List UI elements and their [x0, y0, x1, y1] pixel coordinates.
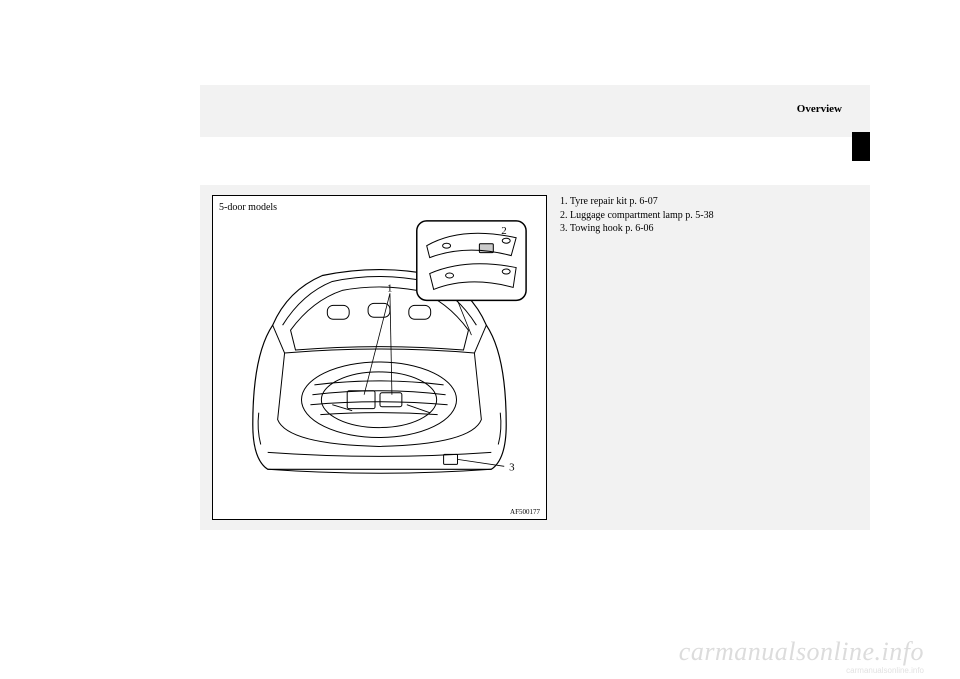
- diagram-id: AF500177: [510, 508, 540, 516]
- callout-3: 3: [509, 461, 515, 473]
- legend-item-2: 2. Luggage compartment lamp p. 5-38: [560, 209, 714, 223]
- legend-list: 1. Tyre repair kit p. 6-07 2. Luggage co…: [560, 195, 714, 236]
- watermark-sub: carmanualsonline.info: [846, 666, 924, 675]
- callout-1: 1: [387, 282, 392, 294]
- section-tab: [852, 132, 870, 161]
- page-header-title: Overview: [797, 103, 842, 115]
- header-band: [200, 85, 870, 137]
- callout-2: 2: [501, 225, 506, 237]
- legend-item-3: 3. Towing hook p. 6-06: [560, 222, 714, 236]
- diagram-container: 5-door models: [212, 195, 547, 520]
- legend-item-1: 1. Tyre repair kit p. 6-07: [560, 195, 714, 209]
- watermark-main: carmanualsonline.info: [679, 637, 924, 667]
- diagram-model-label: 5-door models: [219, 202, 277, 213]
- car-rear-diagram: 1 2 3: [213, 196, 546, 519]
